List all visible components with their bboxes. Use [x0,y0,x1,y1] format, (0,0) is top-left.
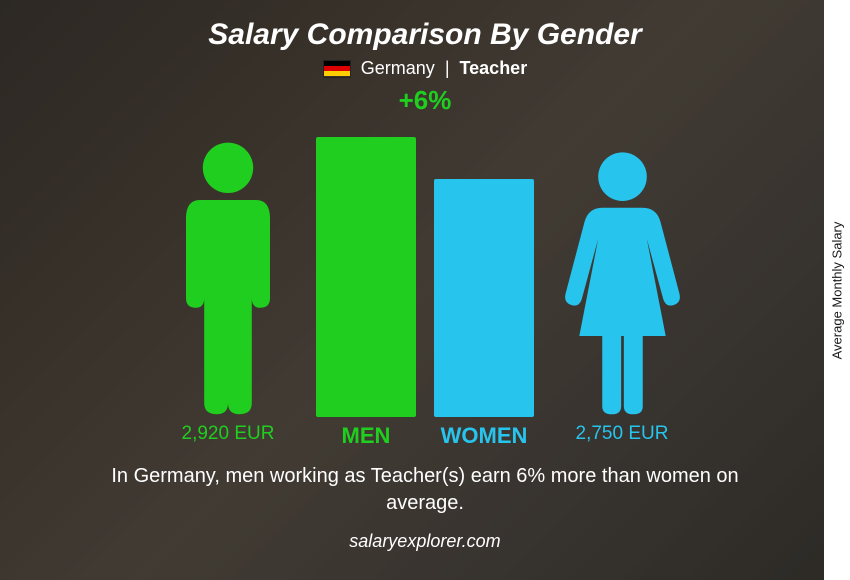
profession-label: Teacher [460,58,528,79]
country-label: Germany [361,58,435,79]
main-content: Salary Comparison By Gender Germany | Te… [0,0,850,580]
women-salary: 2,750 EUR [552,423,692,445]
labels-row: 2,920 EUR MEN WOMEN 2,750 EUR [40,415,810,449]
women-salary-slot: 2,750 EUR [552,415,692,449]
women-bar [434,179,534,417]
men-label: MEN [316,423,416,449]
source-link: salaryexplorer.com [349,531,500,552]
women-label: WOMEN [434,423,534,449]
woman-icon [555,147,690,417]
men-icon-column [158,137,298,417]
difference-label: +6% [399,85,452,116]
chart-area: +6% [158,87,692,417]
flag-stripe-3 [324,71,350,76]
divider: | [445,58,450,79]
women-icon-column [552,147,692,417]
summary-text: In Germany, men working as Teacher(s) ea… [105,463,745,517]
man-icon [158,137,298,417]
men-salary: 2,920 EUR [158,423,298,445]
men-bar [316,137,416,417]
women-label-slot: WOMEN [434,415,534,449]
men-bar-column [316,137,416,417]
men-salary-slot: 2,920 EUR [158,415,298,449]
germany-flag-icon [323,60,351,78]
subtitle-row: Germany | Teacher [323,58,527,79]
page-title: Salary Comparison By Gender [208,18,641,52]
women-bar-column [434,179,534,417]
men-label-slot: MEN [316,415,416,449]
